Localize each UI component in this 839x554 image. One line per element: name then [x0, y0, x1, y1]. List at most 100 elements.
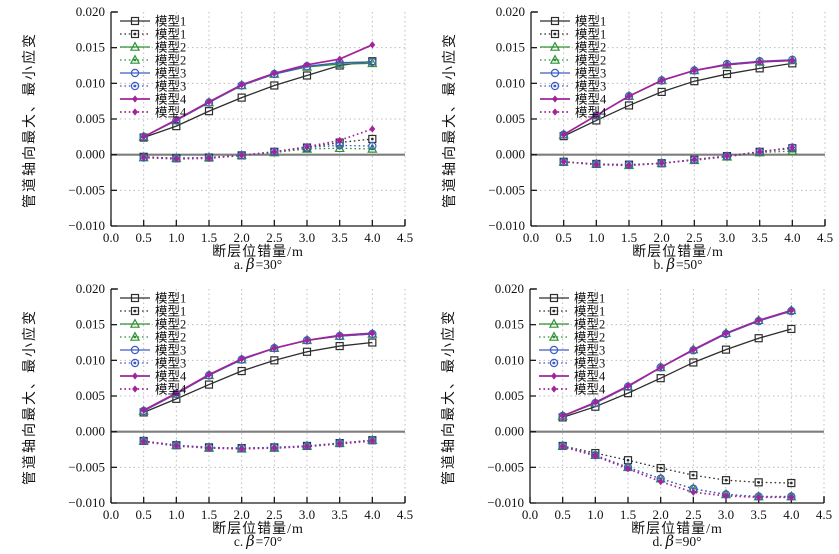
- svg-text:0.0: 0.0: [522, 507, 538, 522]
- chart-c: −0.010 −0.005 0.000 0.005 0.010 0.015 0.020 0.0…: [68, 281, 413, 522]
- svg-text:3.0: 3.0: [719, 230, 735, 245]
- svg-text:0.005: 0.005: [76, 388, 105, 403]
- x-axis-label: 断层位错量/m: [631, 522, 723, 537]
- svg-text:0.005: 0.005: [76, 111, 105, 126]
- svg-text:0.015: 0.015: [496, 40, 525, 55]
- svg-text:4.0: 4.0: [783, 507, 799, 522]
- svg-text:模型1: 模型1: [574, 305, 605, 319]
- svg-text:4.5: 4.5: [397, 507, 413, 522]
- svg-text:2.5: 2.5: [266, 507, 282, 522]
- svg-text:0.020: 0.020: [496, 4, 525, 19]
- svg-text:3.0: 3.0: [299, 507, 315, 522]
- svg-text:4.5: 4.5: [816, 507, 832, 522]
- svg-text:−0.005: −0.005: [68, 459, 105, 474]
- svg-text:0.005: 0.005: [496, 111, 525, 126]
- chart-b: −0.010 −0.005 0.000 0.005 0.010 0.015 0.020 0.0…: [488, 4, 833, 245]
- svg-text:模型3: 模型3: [155, 344, 186, 358]
- svg-text:0.5: 0.5: [136, 230, 152, 245]
- svg-text:0.005: 0.005: [495, 388, 524, 403]
- svg-text:1.5: 1.5: [621, 230, 637, 245]
- svg-text:0.0: 0.0: [523, 230, 539, 245]
- svg-text:模型1: 模型1: [155, 292, 186, 306]
- svg-text:模型4: 模型4: [155, 106, 187, 120]
- chart-d: −0.010 −0.005 0.000 0.005 0.010 0.015 0.020 0.0…: [487, 281, 832, 522]
- svg-text:模型3: 模型3: [574, 344, 605, 358]
- svg-text:3.0: 3.0: [299, 230, 315, 245]
- svg-text:模型1: 模型1: [155, 15, 186, 29]
- svg-text:模型3: 模型3: [155, 80, 186, 94]
- svg-text:模型3: 模型3: [155, 67, 186, 81]
- svg-text:2.0: 2.0: [654, 230, 670, 245]
- y-axis-label: 管道轴向最大、最小应变: [23, 32, 38, 208]
- svg-text:0.0: 0.0: [103, 507, 119, 522]
- svg-text:模型2: 模型2: [155, 54, 186, 68]
- y-axis-label: 管道轴向最大、最小应变: [442, 309, 457, 485]
- svg-text:1.5: 1.5: [201, 230, 217, 245]
- svg-text:3.5: 3.5: [332, 230, 348, 245]
- beta-symbol: β: [666, 257, 675, 273]
- svg-text:2.0: 2.0: [234, 507, 250, 522]
- svg-text:2.5: 2.5: [266, 230, 282, 245]
- panel-caption: d. β=90°: [530, 534, 824, 550]
- svg-text:1.0: 1.0: [168, 507, 184, 522]
- panel-caption: c. β=70°: [111, 534, 405, 550]
- caption-value: =70°: [255, 534, 283, 549]
- svg-text:−0.010: −0.010: [488, 218, 525, 233]
- panel-a: −0.010 −0.005 0.000 0.005 0.010 0.015 0.020 0.0…: [0, 0, 420, 277]
- svg-text:模型1: 模型1: [155, 28, 186, 42]
- svg-text:4.0: 4.0: [784, 230, 800, 245]
- svg-text:0.010: 0.010: [76, 75, 105, 90]
- svg-text:2.5: 2.5: [686, 230, 702, 245]
- x-axis-label: 断层位错量/m: [212, 522, 304, 537]
- svg-text:−0.010: −0.010: [68, 218, 105, 233]
- caption-value: =90°: [675, 534, 702, 549]
- svg-text:−0.005: −0.005: [68, 182, 105, 197]
- svg-text:模型2: 模型2: [155, 41, 186, 55]
- svg-text:模型4: 模型4: [575, 93, 607, 107]
- chart-a: −0.010 −0.005 0.000 0.005 0.010 0.015 0.020 0.0…: [68, 4, 413, 245]
- x-axis-label: 断层位错量/m: [212, 245, 304, 260]
- svg-text:模型3: 模型3: [574, 357, 605, 371]
- svg-text:1.0: 1.0: [587, 507, 603, 522]
- svg-text:4.5: 4.5: [817, 230, 833, 245]
- svg-text:模型4: 模型4: [155, 370, 187, 384]
- panel-c: −0.010 −0.005 0.000 0.005 0.010 0.015 0.020 0.0…: [0, 277, 420, 554]
- svg-text:模型4: 模型4: [155, 93, 187, 107]
- svg-text:0.5: 0.5: [555, 507, 571, 522]
- svg-text:2.5: 2.5: [685, 507, 701, 522]
- caption-index: b.: [653, 257, 664, 272]
- svg-text:模型2: 模型2: [155, 331, 186, 345]
- svg-text:模型1: 模型1: [574, 292, 605, 306]
- svg-text:0.5: 0.5: [556, 230, 572, 245]
- svg-text:0.0: 0.0: [103, 230, 119, 245]
- y-axis-label: 管道轴向最大、最小应变: [23, 309, 38, 485]
- svg-text:4.5: 4.5: [397, 230, 413, 245]
- svg-text:3.5: 3.5: [752, 230, 768, 245]
- svg-text:0.015: 0.015: [76, 40, 105, 55]
- beta-symbol: β: [665, 534, 674, 550]
- svg-text:模型2: 模型2: [155, 318, 186, 332]
- caption-index: c.: [233, 534, 244, 549]
- caption-index: a.: [233, 257, 244, 272]
- svg-text:模型1: 模型1: [575, 15, 606, 29]
- svg-text:模型4: 模型4: [575, 106, 607, 120]
- svg-text:0.020: 0.020: [76, 281, 105, 296]
- svg-text:1.5: 1.5: [620, 507, 636, 522]
- svg-text:0.020: 0.020: [76, 4, 105, 19]
- beta-symbol: β: [246, 534, 255, 550]
- svg-text:0.010: 0.010: [496, 75, 525, 90]
- svg-text:0.010: 0.010: [495, 352, 524, 367]
- svg-text:模型2: 模型2: [574, 331, 605, 345]
- svg-text:4.0: 4.0: [364, 507, 380, 522]
- svg-text:0.5: 0.5: [136, 507, 152, 522]
- svg-text:3.0: 3.0: [718, 507, 734, 522]
- svg-text:3.5: 3.5: [332, 507, 348, 522]
- svg-text:0.000: 0.000: [76, 147, 105, 162]
- svg-text:0.000: 0.000: [76, 424, 105, 439]
- y-axis-label: 管道轴向最大、最小应变: [443, 32, 458, 208]
- svg-text:2.0: 2.0: [234, 230, 250, 245]
- svg-text:模型1: 模型1: [575, 28, 606, 42]
- svg-text:1.5: 1.5: [201, 507, 217, 522]
- svg-text:1.0: 1.0: [588, 230, 604, 245]
